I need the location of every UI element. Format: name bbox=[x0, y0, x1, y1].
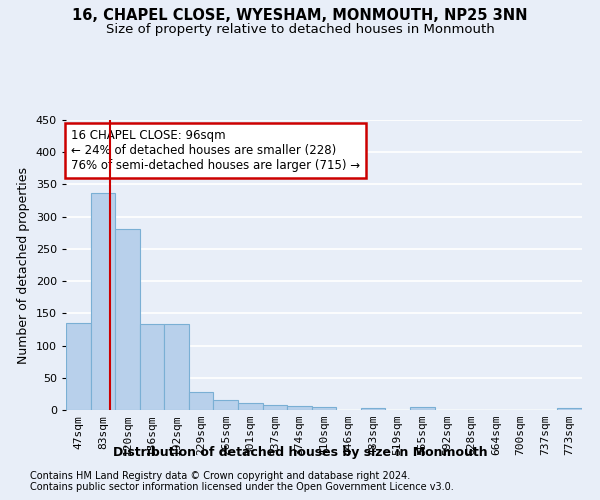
Bar bbox=[189, 392, 214, 410]
Bar bbox=[312, 407, 336, 410]
Bar bbox=[361, 408, 385, 410]
Text: Contains public sector information licensed under the Open Government Licence v3: Contains public sector information licen… bbox=[30, 482, 454, 492]
Y-axis label: Number of detached properties: Number of detached properties bbox=[17, 166, 30, 364]
Text: Size of property relative to detached houses in Monmouth: Size of property relative to detached ho… bbox=[106, 22, 494, 36]
Bar bbox=[140, 324, 164, 410]
Text: Contains HM Land Registry data © Crown copyright and database right 2024.: Contains HM Land Registry data © Crown c… bbox=[30, 471, 410, 481]
Bar bbox=[91, 194, 115, 410]
Bar bbox=[214, 400, 238, 410]
Bar bbox=[263, 406, 287, 410]
Bar bbox=[287, 406, 312, 410]
Bar bbox=[66, 323, 91, 410]
Bar bbox=[238, 403, 263, 410]
Text: 16, CHAPEL CLOSE, WYESHAM, MONMOUTH, NP25 3NN: 16, CHAPEL CLOSE, WYESHAM, MONMOUTH, NP2… bbox=[72, 8, 528, 22]
Text: 16 CHAPEL CLOSE: 96sqm
← 24% of detached houses are smaller (228)
76% of semi-de: 16 CHAPEL CLOSE: 96sqm ← 24% of detached… bbox=[71, 128, 360, 172]
Text: Distribution of detached houses by size in Monmouth: Distribution of detached houses by size … bbox=[113, 446, 487, 459]
Bar bbox=[164, 324, 189, 410]
Bar bbox=[557, 408, 582, 410]
Bar bbox=[410, 407, 434, 410]
Bar bbox=[115, 229, 140, 410]
